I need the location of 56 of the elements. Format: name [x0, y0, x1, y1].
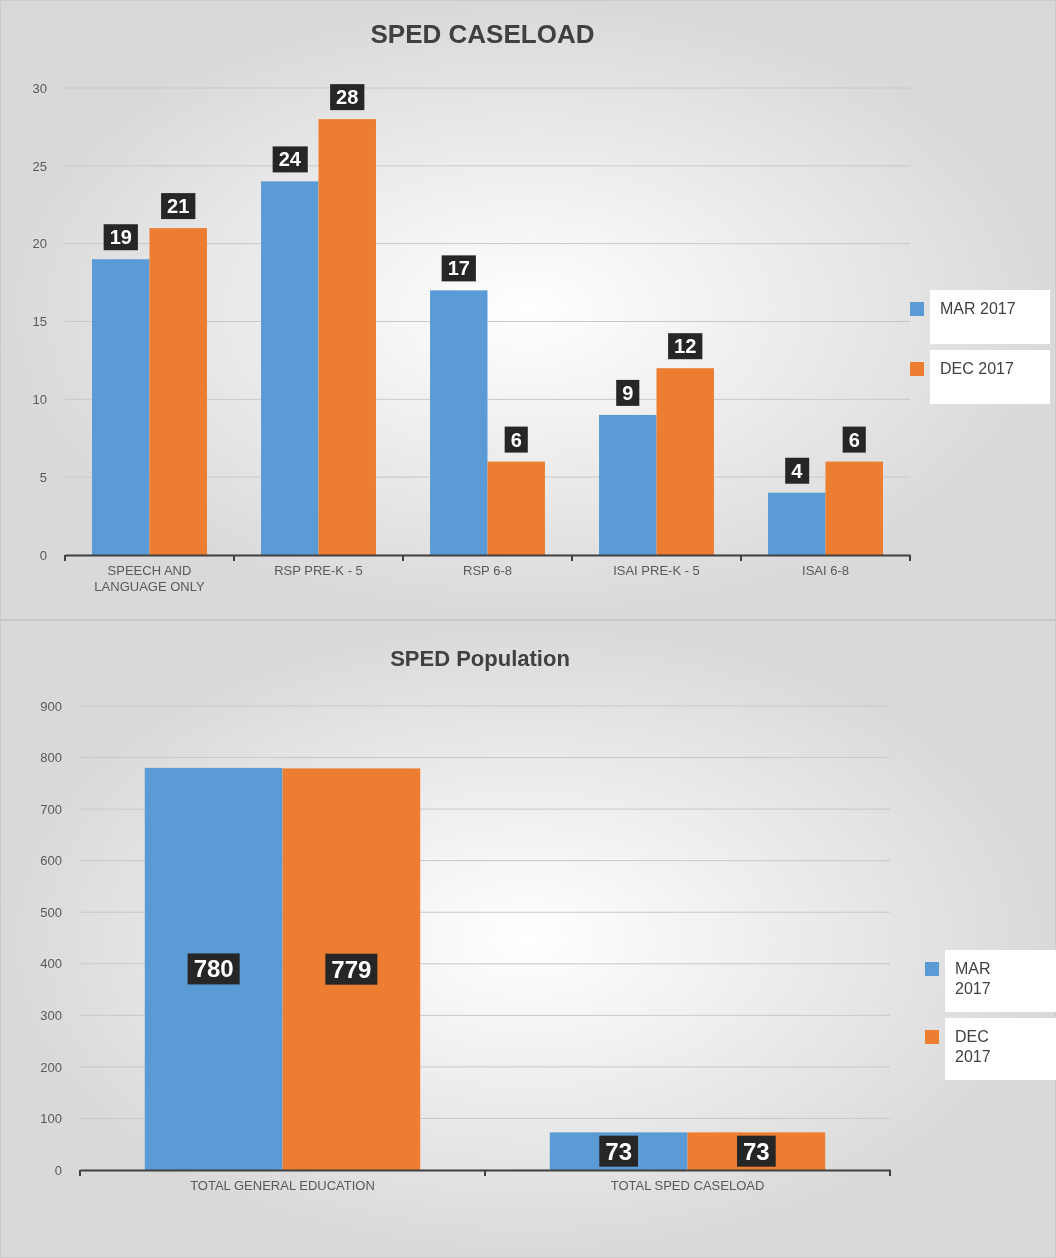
data-label: 73 — [605, 1137, 632, 1165]
y-tick-label: 800 — [40, 750, 62, 766]
bar — [656, 368, 714, 555]
x-tick-label: ISAI 6-8 — [802, 562, 849, 578]
chart-title: SPED Population — [390, 646, 570, 671]
data-label: 9 — [622, 381, 634, 404]
y-tick-label: 15 — [32, 314, 47, 330]
data-label: 6 — [848, 428, 860, 451]
y-tick-label: 400 — [40, 956, 62, 972]
bar — [92, 259, 150, 555]
y-tick-label: 200 — [40, 1059, 62, 1075]
y-tick-label: 700 — [40, 801, 62, 817]
y-tick-label: 600 — [40, 853, 62, 869]
bar — [599, 414, 657, 555]
data-label: 779 — [331, 955, 372, 983]
bar — [282, 768, 421, 1170]
legend-label: DEC 2017 — [955, 1028, 991, 1065]
data-label: 6 — [510, 428, 522, 451]
data-label: 19 — [109, 226, 132, 249]
y-tick-label: 300 — [40, 1007, 62, 1023]
bar — [261, 181, 319, 555]
y-tick-label: 0 — [54, 1162, 62, 1178]
data-label: 24 — [278, 148, 302, 171]
y-tick-label: 100 — [40, 1111, 62, 1127]
legend-label: DEC 2017 — [940, 360, 1014, 377]
data-label: 28 — [336, 86, 359, 109]
x-tick-label: TOTAL SPED CASELOAD — [610, 1177, 765, 1193]
y-tick-label: 10 — [32, 391, 47, 407]
chart-title: SPED CASELOAD — [370, 19, 595, 49]
legend-label: MAR 2017 — [955, 960, 991, 997]
data-label: 17 — [447, 257, 470, 280]
legend-label: MAR 2017 — [940, 300, 1016, 317]
x-tick-label: RSP PRE-K - 5 — [274, 562, 363, 578]
bar — [144, 767, 283, 1170]
data-label: 12 — [674, 335, 697, 358]
data-label: 21 — [167, 195, 190, 218]
data-label: 73 — [743, 1137, 770, 1165]
y-tick-label: 30 — [32, 80, 47, 96]
bar — [825, 461, 883, 555]
bar — [318, 119, 376, 555]
y-tick-label: 20 — [32, 236, 47, 252]
y-tick-label: 500 — [40, 904, 62, 920]
y-tick-label: 25 — [32, 158, 47, 174]
y-tick-label: 0 — [39, 547, 47, 563]
data-label: 780 — [193, 955, 234, 983]
y-tick-label: 5 — [39, 469, 47, 485]
bar — [487, 461, 545, 555]
bar — [430, 290, 488, 555]
bar — [149, 228, 207, 555]
x-tick-label: TOTAL GENERAL EDUCATION — [190, 1177, 375, 1193]
x-tick-label: ISAI PRE-K - 5 — [613, 562, 700, 578]
x-tick-label: RSP 6-8 — [463, 562, 512, 578]
x-tick-label: SPEECH AND LANGUAGE ONLY — [94, 562, 205, 595]
y-tick-label: 900 — [40, 698, 62, 714]
bar — [768, 492, 826, 555]
data-label: 4 — [791, 459, 804, 482]
